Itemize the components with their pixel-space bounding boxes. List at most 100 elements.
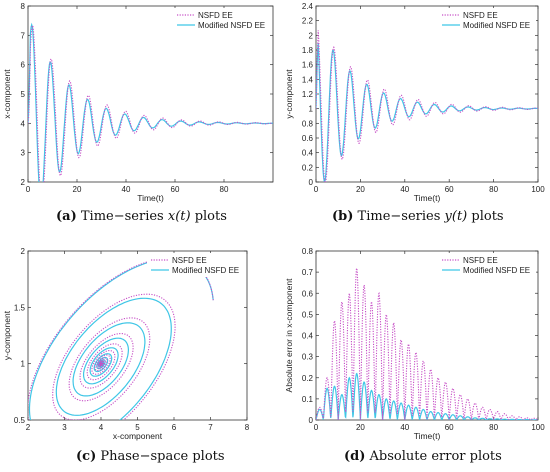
y-tick-label: 0.6	[302, 289, 314, 298]
x-tick-label: 5	[135, 423, 140, 432]
series-line-modified-nsfd-ee	[316, 372, 538, 420]
y-tick-label: 0.1	[302, 395, 314, 404]
y-tick-label: 5	[21, 90, 26, 99]
legend-label: NSFD EE	[463, 256, 498, 265]
legend-label: Modified NSFD EE	[172, 266, 239, 275]
y-tick-label: 1.5	[14, 303, 26, 312]
series-line-nsfd-ee	[28, 257, 214, 420]
x-tick-label: 0	[314, 423, 319, 432]
legend-label: Modified NSFD EE	[463, 21, 530, 30]
x-tick-label: 8	[245, 423, 250, 432]
y-axis-label: y-component	[284, 69, 294, 119]
y-tick-label: 0.6	[302, 134, 314, 143]
x-tick-label: 100	[531, 423, 545, 432]
caption-b: (b) Time−series y(t) plots	[332, 209, 504, 224]
x-tick-label: 60	[445, 423, 454, 432]
y-tick-label: 7	[21, 31, 26, 40]
series-line-nsfd-ee	[316, 266, 538, 420]
series-line-nsfd-ee	[316, 30, 538, 182]
x-tick-label: 80	[220, 185, 229, 194]
legend-box	[438, 253, 536, 277]
y-tick-label: 2.2	[302, 17, 314, 26]
legend-label: NSFD EE	[463, 11, 498, 20]
panel-b: 0 20 40 60 80 100 0 0.2 0.4 0.6 0.8 1 1.2 1.4 1.6 1.8 2 2…	[284, 2, 545, 203]
y-tick-label: 6	[21, 61, 26, 70]
x-tick-label: 6	[172, 423, 177, 432]
y-tick-label: 2	[21, 247, 26, 256]
y-tick-label: 0	[309, 178, 314, 187]
x-tick-label: 60	[171, 185, 180, 194]
y-tick-label: 4	[21, 119, 26, 128]
plot-frame	[27, 250, 248, 421]
series-line-modified-nsfd-ee	[316, 42, 538, 182]
plot-area	[316, 30, 538, 182]
legend-box	[147, 253, 245, 277]
x-tick-label: 0	[26, 185, 31, 194]
y-tick-label: 0.2	[302, 374, 314, 383]
x-axis-label: x-component	[113, 431, 163, 441]
y-axis-label: x-component	[2, 69, 12, 119]
legend-label: Modified NSFD EE	[463, 266, 530, 275]
y-tick-label: 0.8	[302, 247, 314, 256]
legend-box	[438, 8, 536, 32]
y-tick-label: 0.4	[302, 332, 314, 341]
y-tick-label: 2.4	[302, 2, 314, 11]
plot-area	[316, 266, 538, 420]
x-tick-label: 20	[73, 185, 82, 194]
x-tick-label: 2	[26, 423, 31, 432]
y-axis-label: Absolute error in x-component	[284, 278, 294, 393]
y-tick-label: 1	[21, 360, 26, 369]
caption-d: (d) Absolute error plots	[344, 449, 502, 464]
panel-a: 0 20 40 60 80 2 3 4 5 6 7 8 Time(t) x-component NSFD E…	[2, 2, 274, 203]
x-tick-label: 40	[122, 185, 131, 194]
y-tick-label: 2	[309, 31, 314, 40]
y-tick-label: 0	[309, 416, 314, 425]
y-axis-label: y-component	[2, 310, 12, 360]
x-tick-label: 40	[400, 185, 409, 194]
plot-area	[28, 22, 273, 182]
x-axis-label: Time(t)	[414, 431, 441, 441]
x-tick-label: 7	[208, 423, 213, 432]
caption-a: (a) Time−series x(t) plots	[56, 209, 227, 224]
x-tick-label: 60	[445, 185, 454, 194]
y-tick-label: 0.4	[302, 149, 314, 158]
y-tick-label: 0.2	[302, 163, 314, 172]
x-tick-label: 100	[531, 185, 545, 194]
x-tick-label: 80	[489, 185, 498, 194]
x-tick-label: 20	[356, 423, 365, 432]
y-tick-label: 0.5	[14, 416, 26, 425]
y-tick-label: 0.3	[302, 353, 314, 362]
plot-frame	[27, 5, 274, 183]
y-tick-label: 3	[21, 149, 26, 158]
x-axis-label: Time(t)	[137, 193, 164, 203]
x-tick-label: 0	[314, 185, 319, 194]
y-tick-label: 8	[21, 2, 26, 11]
y-tick-label: 1.4	[302, 75, 314, 84]
y-tick-label: 1	[309, 105, 314, 114]
legend-label: NSFD EE	[198, 11, 233, 20]
y-tick-label: 0.8	[302, 119, 314, 128]
x-tick-label: 4	[99, 423, 104, 432]
x-tick-label: 80	[489, 423, 498, 432]
plot-area	[28, 257, 214, 420]
x-tick-label: 3	[62, 423, 67, 432]
y-tick-label: 0.5	[302, 310, 314, 319]
legend-label: NSFD EE	[172, 256, 207, 265]
caption-c: (c) Phase−space plots	[76, 449, 225, 464]
series-line-nsfd-ee	[28, 24, 273, 182]
y-tick-label: 1.2	[302, 90, 314, 99]
y-tick-label: 0.7	[302, 268, 314, 277]
panel-c: 2 3 4 5 6 7 8 0.5 1 1.5 2 x-component y-component NSF…	[2, 247, 250, 441]
y-tick-label: 1.6	[302, 61, 314, 70]
panel-d: 0 20 40 60 80 100 0 0.1 0.2 0.3 0.4 0.5 0.6 0.7 0.8 Tim…	[284, 247, 545, 441]
x-tick-label: 20	[356, 185, 365, 194]
y-tick-label: 1.8	[302, 46, 314, 55]
plot-frame	[315, 5, 539, 183]
legend-box	[173, 8, 271, 32]
x-axis-label: Time(t)	[414, 193, 441, 203]
